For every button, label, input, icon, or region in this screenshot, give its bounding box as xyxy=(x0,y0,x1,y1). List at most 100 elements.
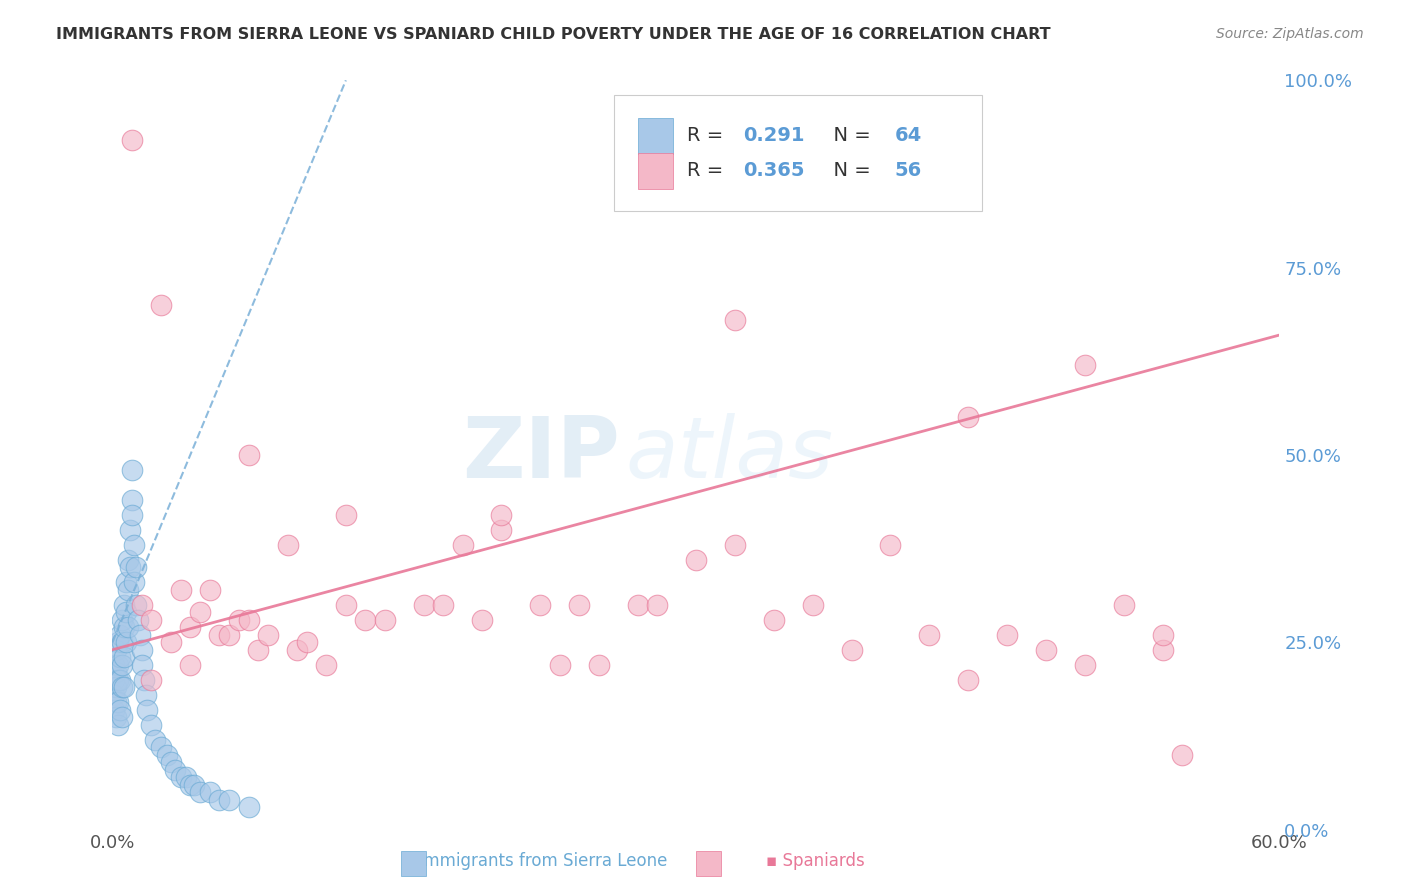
Point xyxy=(183,778,205,792)
Point xyxy=(156,747,179,762)
Point xyxy=(111,680,134,694)
Point xyxy=(111,613,134,627)
Point xyxy=(335,508,357,522)
Point xyxy=(188,605,211,619)
Point xyxy=(548,657,571,672)
Point xyxy=(238,448,260,462)
Point xyxy=(238,800,260,814)
Point xyxy=(179,657,201,672)
Point xyxy=(412,598,434,612)
Text: N =: N = xyxy=(821,127,877,145)
Point xyxy=(135,688,157,702)
Text: R =: R = xyxy=(686,161,730,180)
Point xyxy=(285,642,308,657)
Text: 56: 56 xyxy=(894,161,921,180)
Point xyxy=(238,613,260,627)
Point xyxy=(121,508,143,522)
Point xyxy=(125,598,148,612)
Point xyxy=(588,657,610,672)
Point xyxy=(103,657,125,672)
Point xyxy=(115,575,138,590)
Point xyxy=(131,598,153,612)
Point xyxy=(354,613,377,627)
Point xyxy=(568,598,591,612)
Text: ZIP: ZIP xyxy=(463,413,620,497)
Point xyxy=(103,688,125,702)
Point xyxy=(111,657,134,672)
Point xyxy=(1035,642,1057,657)
Point xyxy=(143,732,166,747)
Point xyxy=(218,792,240,806)
Point xyxy=(335,598,357,612)
Point xyxy=(957,410,980,425)
Point xyxy=(188,785,211,799)
Point xyxy=(107,695,129,709)
Point xyxy=(1152,628,1174,642)
Point xyxy=(103,673,125,687)
Text: N =: N = xyxy=(821,161,877,180)
Point xyxy=(163,763,186,777)
Point xyxy=(127,613,149,627)
Point xyxy=(125,560,148,574)
Point xyxy=(107,635,129,649)
Text: Source: ZipAtlas.com: Source: ZipAtlas.com xyxy=(1216,27,1364,41)
Point xyxy=(117,553,139,567)
Point xyxy=(107,673,129,687)
Point xyxy=(122,538,145,552)
Text: ▪ Spaniards: ▪ Spaniards xyxy=(766,852,865,870)
Point xyxy=(141,673,163,687)
Point xyxy=(150,298,173,312)
Point xyxy=(645,598,668,612)
Point xyxy=(141,717,163,731)
Point xyxy=(131,642,153,657)
Point xyxy=(762,613,785,627)
Point xyxy=(160,635,183,649)
Point xyxy=(107,657,129,672)
Point xyxy=(957,673,980,687)
Point xyxy=(179,778,201,792)
Point xyxy=(918,628,941,642)
Point xyxy=(179,620,201,634)
Point xyxy=(169,770,191,784)
Point xyxy=(128,628,150,642)
Point xyxy=(1074,358,1097,372)
Point xyxy=(374,613,396,627)
Point xyxy=(105,710,128,724)
Text: 64: 64 xyxy=(894,127,921,145)
Point xyxy=(107,717,129,731)
Point xyxy=(160,755,183,769)
Point xyxy=(1152,642,1174,657)
Point xyxy=(432,598,454,612)
Point xyxy=(1171,747,1194,762)
Point xyxy=(110,628,132,642)
Point xyxy=(685,553,707,567)
Point xyxy=(198,582,221,597)
Point xyxy=(136,703,159,717)
Point xyxy=(315,657,337,672)
Point xyxy=(112,620,135,634)
Point xyxy=(724,313,747,327)
Point xyxy=(247,642,270,657)
Point xyxy=(117,620,139,634)
Point xyxy=(118,523,141,537)
Point xyxy=(176,770,198,784)
Point xyxy=(141,613,163,627)
Text: R =: R = xyxy=(686,127,730,145)
Point xyxy=(105,680,128,694)
Point xyxy=(111,635,134,649)
Point xyxy=(103,703,125,717)
Point xyxy=(879,538,901,552)
Text: atlas: atlas xyxy=(626,413,834,497)
Point xyxy=(112,680,135,694)
Point xyxy=(451,538,474,552)
Text: IMMIGRANTS FROM SIERRA LEONE VS SPANIARD CHILD POVERTY UNDER THE AGE OF 16 CORRE: IMMIGRANTS FROM SIERRA LEONE VS SPANIARD… xyxy=(56,27,1050,42)
Point xyxy=(169,582,191,597)
FancyBboxPatch shape xyxy=(638,153,672,189)
Point xyxy=(471,613,494,627)
Point xyxy=(121,133,143,147)
Point xyxy=(132,673,155,687)
Point xyxy=(491,523,513,537)
Text: 0.365: 0.365 xyxy=(742,161,804,180)
Point xyxy=(112,598,135,612)
Point xyxy=(218,628,240,642)
